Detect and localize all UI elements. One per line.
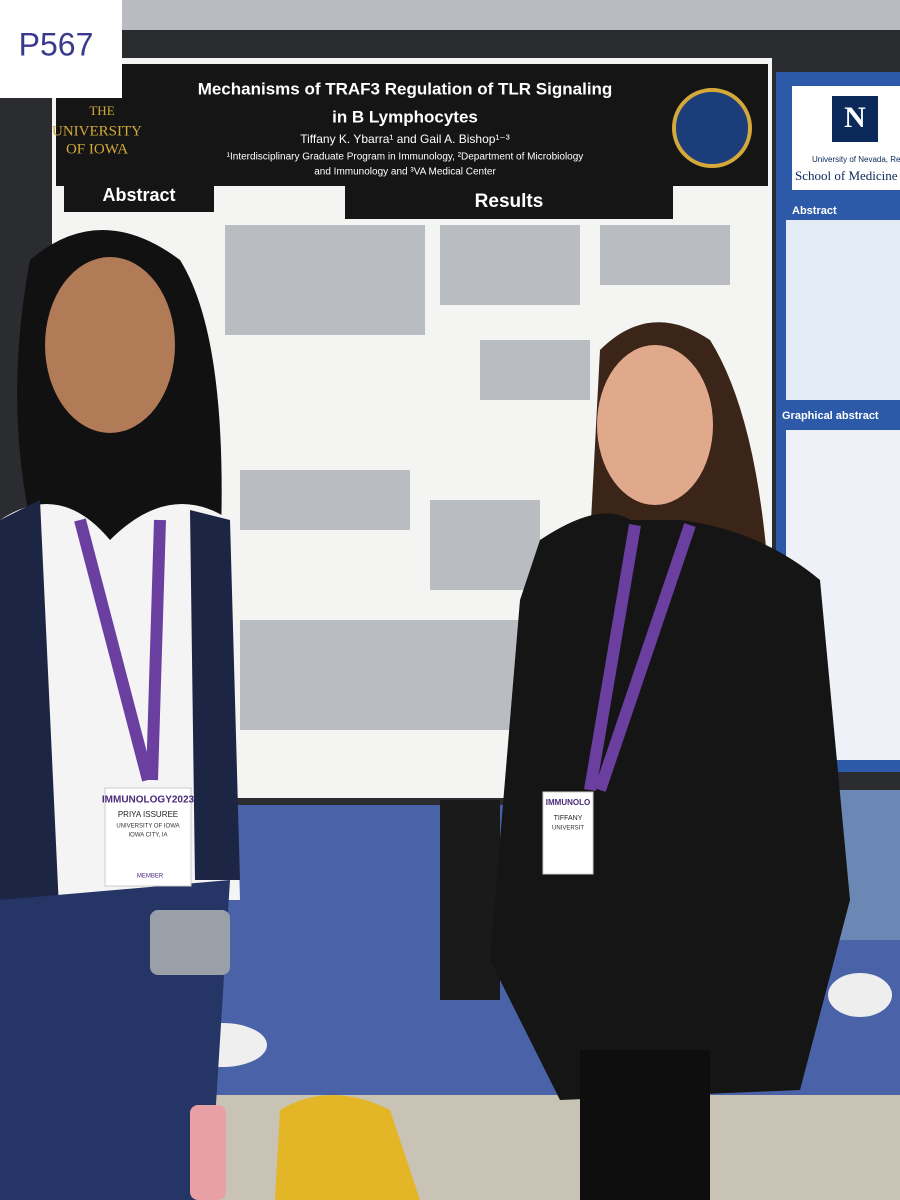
badge-affiliation: UNIVERSIT [552,826,584,832]
neighbor-school: School of Medicine [795,168,898,183]
neighbor-text [786,220,900,400]
figure [225,225,425,335]
figure [240,470,410,530]
logo-text: OF IOWA [66,141,128,157]
poster-affiliation: ¹Interdisciplinary Graduate Program in I… [227,152,584,163]
booth-sign [0,0,122,98]
yellow-bag [275,1095,420,1200]
badge-event: IMMUNOLO [546,798,590,807]
figure [600,225,730,285]
figure [430,500,540,590]
poster-affiliation: and Immunology and ³VA Medical Center [314,167,496,178]
sneaker [828,973,892,1017]
poster-authors: Tiffany K. Ybarra¹ and Gail A. Bishop¹⁻³ [300,132,510,146]
neighbor-section: Abstract [792,205,837,217]
pants [580,1050,710,1200]
badge-event: IMMUNOLOGY2023 [102,795,195,806]
lanyard [584,523,696,792]
section-heading: Results [475,191,544,212]
figure-panels [225,225,730,730]
booth-number: P567 [19,26,94,62]
phone [150,910,230,975]
poster-title: in B Lymphocytes [332,107,478,126]
badge-name: PRIYA ISSUREE [118,810,178,819]
results-banner [345,183,673,219]
cardigan [0,500,240,940]
badge-type: MEMBER [137,874,164,880]
abstract-banner [64,180,214,212]
poster-header [56,64,768,186]
figure [480,340,590,400]
figure [440,225,580,305]
lanyard [74,518,166,782]
va-seal [672,88,752,168]
badge-affiliation: UNIVERSITY OF IOWA [116,824,179,830]
logo-text: UNIVERSITY [52,123,142,139]
nevada-logo [832,96,878,142]
face [45,257,175,433]
section-heading: Abstract [102,185,175,205]
logo-text: THE [89,103,114,118]
face [597,345,713,505]
neighbor-section: Graphical abstract [782,410,879,422]
badge-name: TIFFANY [554,815,583,822]
poster-title: Mechanisms of TRAF3 Regulation of TLR Si… [198,79,613,98]
bottle [190,1105,226,1200]
figure [240,620,530,730]
blazer [490,513,850,1100]
badge [104,787,192,887]
nevada-logo-letter: N [844,101,866,134]
badge-location: IOWA CITY, IA [128,833,167,839]
badge [542,791,594,875]
background-person [440,800,500,1000]
neighbor-institution: University of Nevada, Reno [812,155,900,164]
